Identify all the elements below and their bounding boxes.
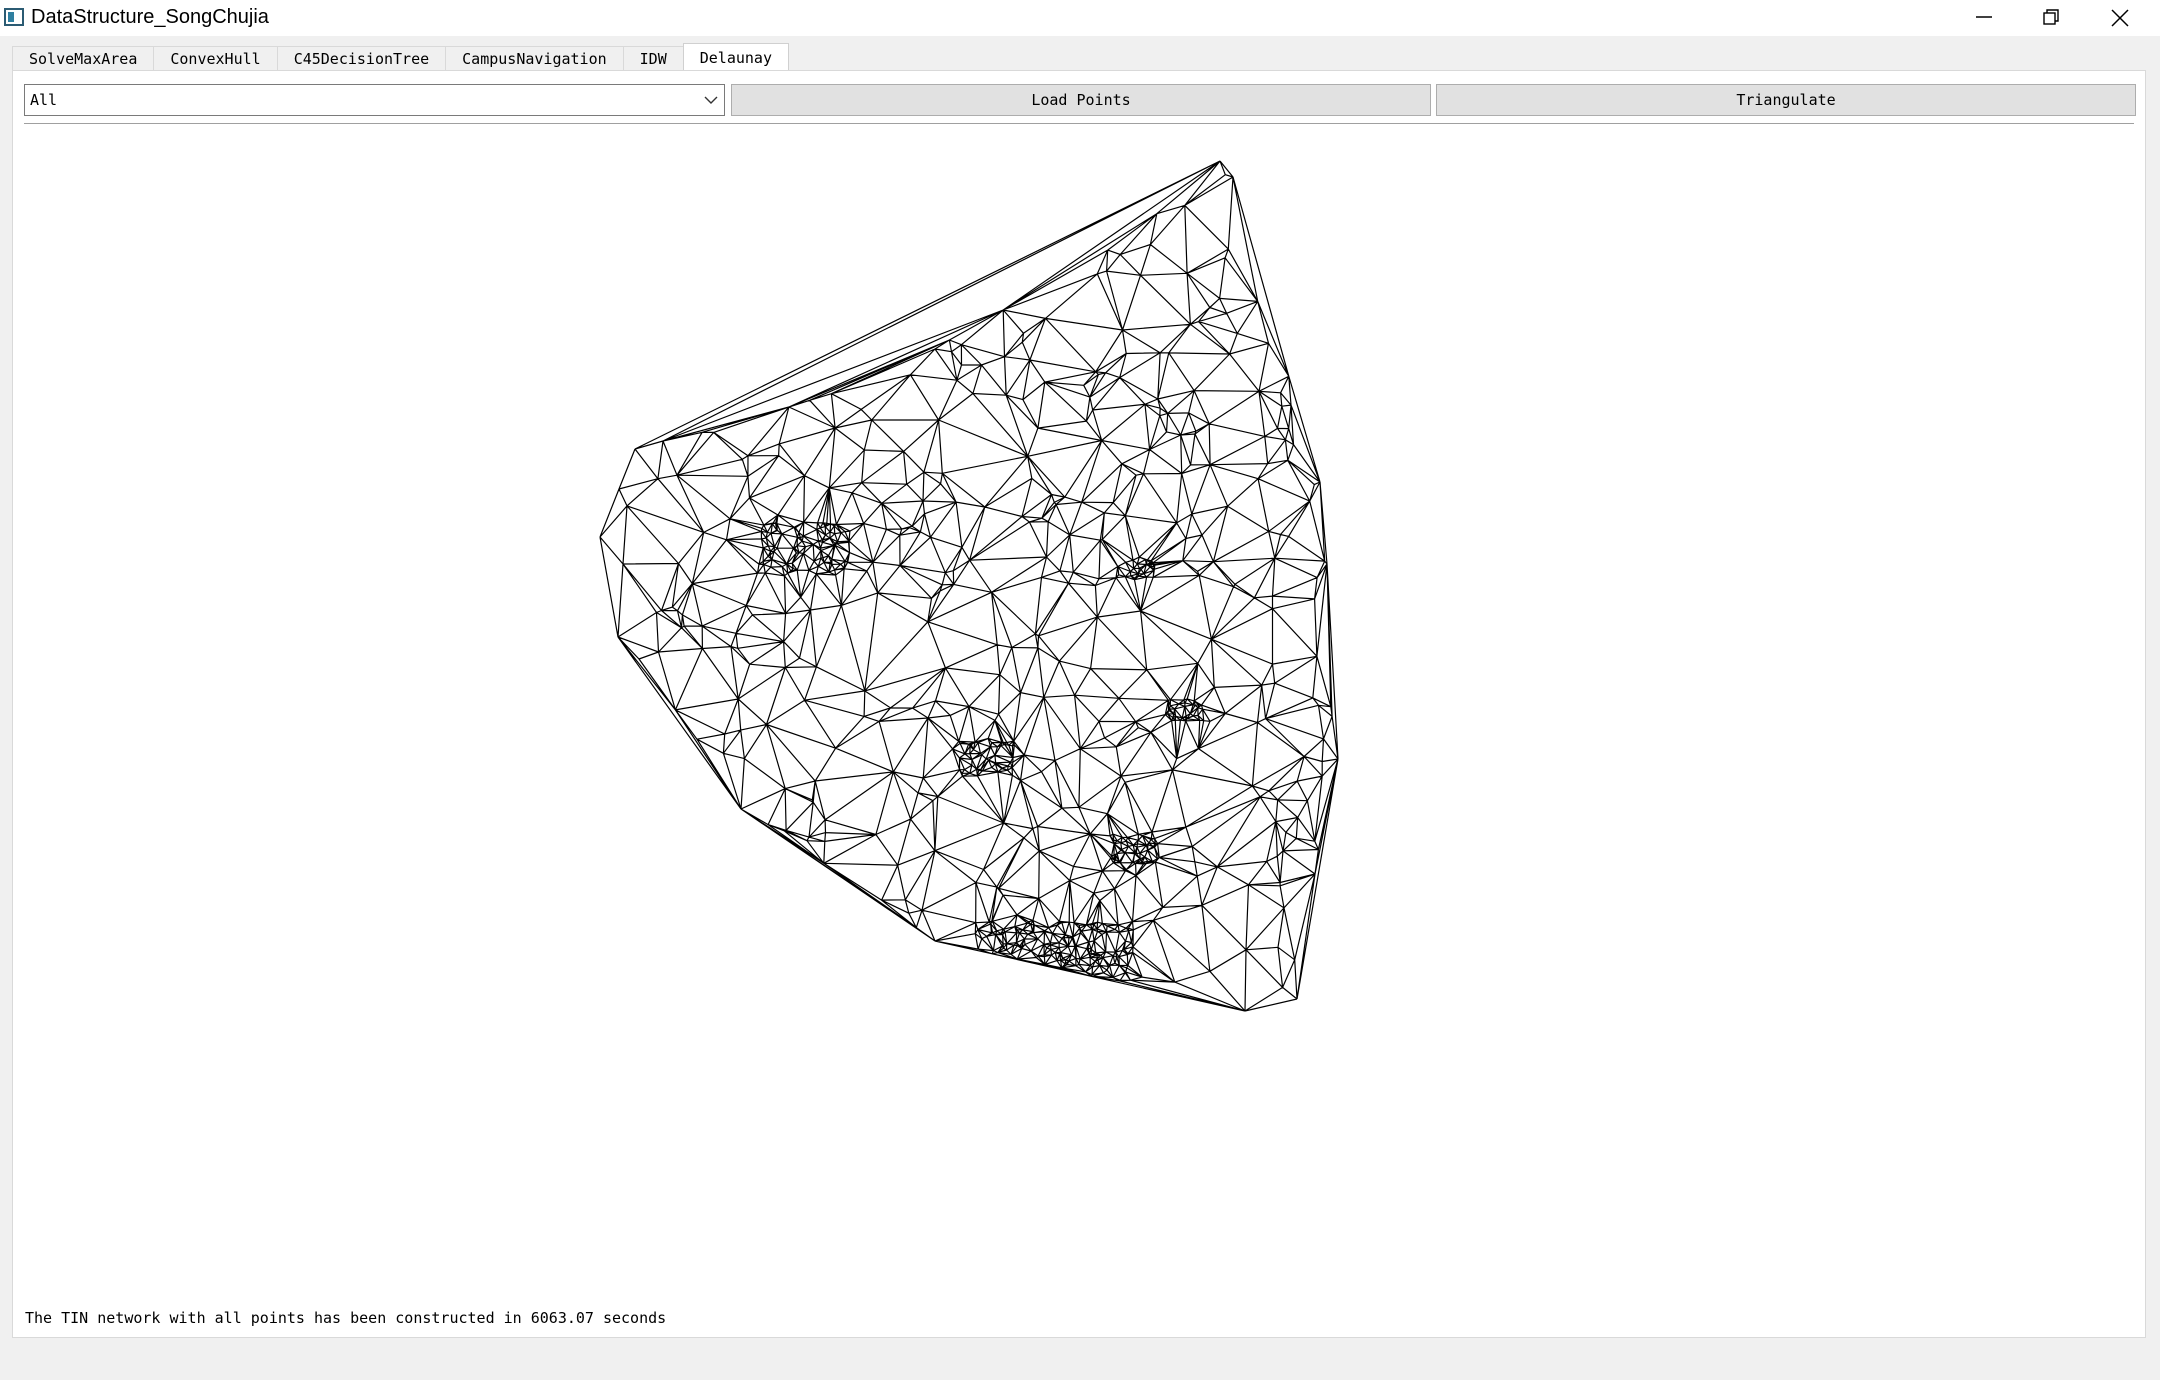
title-bar[interactable]: DataStructure_SongChujia — [0, 0, 2160, 36]
tab-idw[interactable]: IDW — [622, 46, 684, 70]
app-icon — [4, 8, 24, 26]
tab-solvemaxarea[interactable]: SolveMaxArea — [12, 46, 155, 70]
restore-button[interactable] — [2018, 0, 2086, 36]
tin-mesh — [599, 160, 1339, 1012]
dataset-select[interactable]: All — [24, 84, 725, 116]
tin-canvas[interactable] — [335, 149, 1383, 1309]
triangulate-button[interactable]: Triangulate — [1436, 84, 2136, 116]
close-button[interactable] — [2086, 0, 2154, 36]
minimize-button[interactable] — [1950, 0, 2018, 36]
restore-icon — [2043, 9, 2059, 25]
tab-convexhull[interactable]: ConvexHull — [153, 46, 278, 70]
tab-bar: SolveMaxArea ConvexHull C45DecisionTree … — [12, 43, 789, 71]
close-icon — [2111, 9, 2129, 27]
delaunay-pane: All Load Points Triangulate The TIN netw… — [12, 70, 2146, 1338]
minimize-icon — [1976, 16, 1992, 18]
tin-edges — [599, 160, 1339, 1012]
tab-c45decisiontree[interactable]: C45DecisionTree — [276, 46, 447, 70]
tab-delaunay[interactable]: Delaunay — [682, 43, 789, 70]
toolbar-divider — [24, 123, 2134, 124]
window-title: DataStructure_SongChujia — [31, 6, 269, 28]
status-text: The TIN network with all points has been… — [25, 1309, 667, 1327]
chevron-down-icon — [704, 96, 718, 104]
dataset-select-value: All — [30, 91, 58, 109]
tab-campusnavigation[interactable]: CampusNavigation — [445, 46, 624, 70]
load-points-button[interactable]: Load Points — [731, 84, 1431, 116]
